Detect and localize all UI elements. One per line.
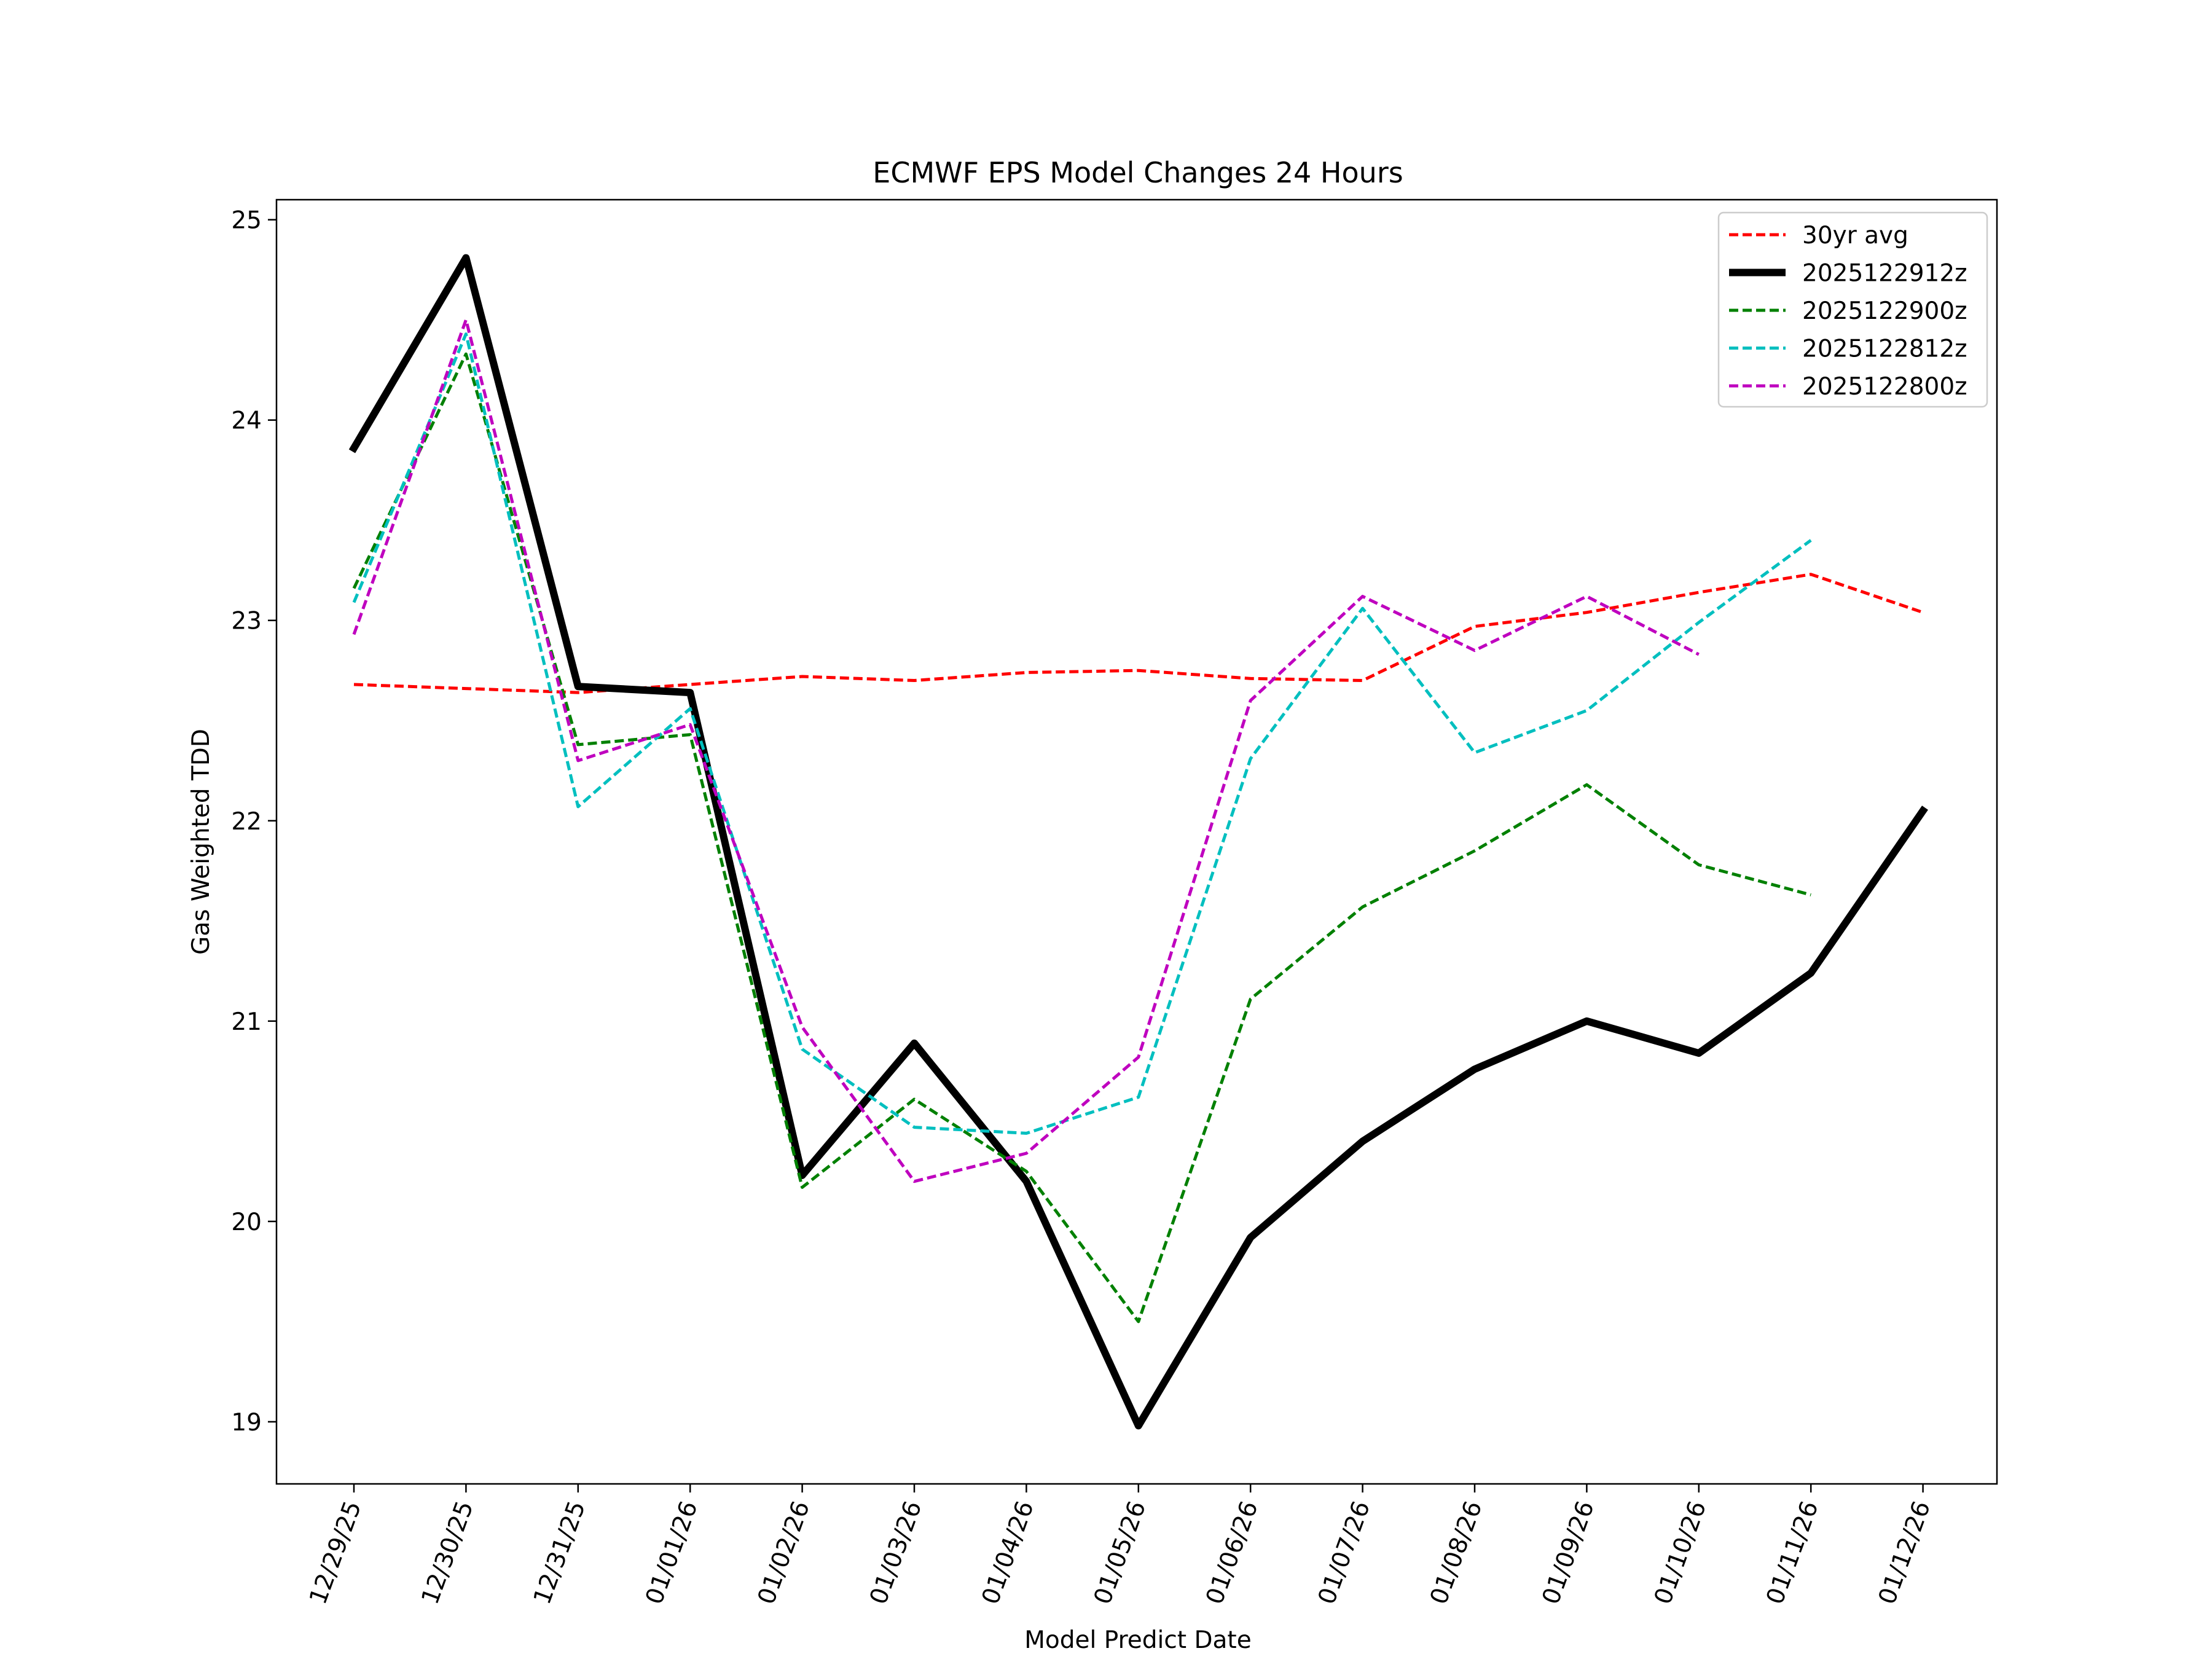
legend-label: 2025122912z [1802, 260, 1967, 288]
y-tick-label: 24 [231, 407, 262, 435]
legend-label: 2025122812z [1802, 335, 1967, 363]
series-line-2025122900z [352, 352, 1811, 1324]
plot-frame [275, 198, 1998, 1485]
legend-label: 30yr avg [1802, 222, 1908, 249]
series-line-2025122912z [348, 254, 1928, 1430]
legend: 30yr avg 2025122912z 2025122900z 2025122812… [1717, 211, 1988, 408]
legend-label: 2025122900z [1802, 297, 1967, 325]
y-tick-label: 21 [231, 1008, 262, 1036]
legend-label: 2025122800z [1802, 373, 1967, 401]
y-axis: 19 20 21 22 23 24 25 [231, 207, 276, 1437]
series-layer [348, 254, 1928, 1430]
legend-box [1717, 211, 1988, 408]
y-axis-label: Gas Weighted TDD [187, 729, 215, 955]
x-axis-label: Model Predict Date [1024, 1626, 1251, 1654]
y-tick-label: 25 [231, 207, 262, 235]
y-tick-label: 22 [231, 808, 262, 836]
y-tick-label: 20 [231, 1209, 262, 1236]
y-tick-label: 23 [231, 608, 262, 635]
chart-title: ECMWF EPS Model Changes 24 Hours [873, 156, 1403, 189]
y-tick-label: 19 [231, 1409, 262, 1437]
series-line-2025122800z [352, 318, 1700, 1183]
series-line-2025122812z [352, 332, 1812, 1135]
